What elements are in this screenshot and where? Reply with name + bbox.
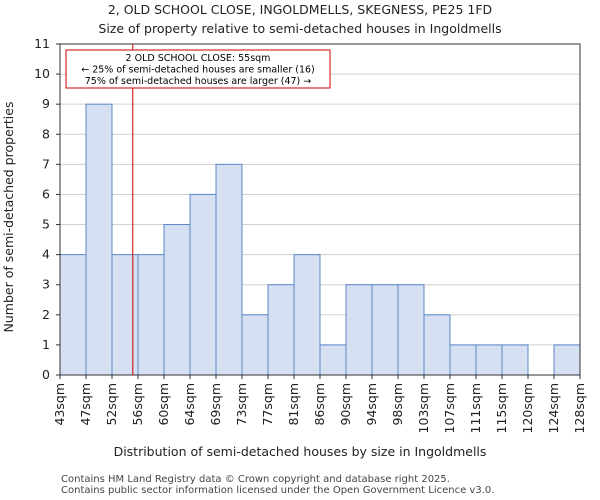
bar (85, 103, 113, 376)
bar (553, 344, 581, 376)
y-axis-label: Number of semi-detached properties (1, 102, 16, 333)
y-tick-label: 1 (42, 337, 50, 352)
y-tick-label: 6 (42, 186, 50, 201)
y-tick-label: 8 (42, 126, 50, 141)
x-tick-label: 98sqm (390, 383, 405, 426)
bar (423, 314, 451, 376)
x-axis-label: Distribution of semi-detached houses by … (114, 444, 487, 459)
x-axis-ticks: 43sqm 47sqm 52sqm 56sqm 60sqm 64sqm 69sqm 73sqm… (52, 375, 587, 433)
x-tick-label: 43sqm (52, 383, 67, 426)
x-tick-label: 60sqm (156, 383, 171, 426)
bar (345, 284, 373, 376)
bar (501, 344, 529, 376)
x-tick-label: 56sqm (130, 383, 145, 426)
bar (371, 284, 399, 376)
bar (59, 254, 87, 376)
x-tick-label: 73sqm (234, 383, 249, 426)
bar (111, 254, 139, 376)
x-tick-label: 77sqm (260, 383, 275, 426)
x-tick-label: 94sqm (364, 383, 379, 426)
x-tick-label: 64sqm (182, 383, 197, 426)
footer-attribution-line1: Contains HM Land Registry data © Crown c… (61, 474, 450, 485)
y-tick-label: 7 (42, 156, 50, 171)
x-tick-label: 69sqm (208, 383, 223, 426)
bar (137, 254, 165, 376)
property-annotation: 2 OLD SCHOOL CLOSE: 55sqm← 25% of semi-d… (65, 49, 331, 89)
y-tick-label: 0 (42, 367, 50, 382)
bar (189, 193, 217, 376)
bars (59, 103, 581, 376)
annotation-box (65, 49, 331, 89)
x-tick-label: 52sqm (104, 383, 119, 426)
x-tick-label: 128sqm (572, 383, 587, 433)
y-tick-label: 3 (42, 277, 50, 292)
x-tick-label: 103sqm (416, 383, 431, 433)
x-tick-label: 115sqm (494, 383, 509, 433)
y-tick-label: 4 (42, 247, 50, 262)
y-tick-label: 5 (42, 217, 50, 232)
y-tick-label: 2 (42, 307, 50, 322)
bar (449, 344, 477, 376)
x-tick-label: 120sqm (520, 383, 535, 433)
bar (319, 344, 347, 376)
bar (267, 284, 295, 376)
bar (215, 163, 243, 376)
bar (163, 224, 191, 376)
bar (241, 314, 269, 376)
x-tick-label: 86sqm (312, 383, 327, 426)
x-tick-label: 111sqm (468, 383, 483, 433)
y-tick-label: 9 (42, 96, 50, 111)
y-axis-ticks: 0 1 2 3 4 5 6 7 8 9 10 11 (34, 36, 60, 382)
x-tick-label: 107sqm (442, 383, 457, 433)
annotation-line: 2 OLD SCHOOL CLOSE: 55sqm (126, 53, 271, 64)
chart-title: 2, OLD SCHOOL CLOSE, INGOLDMELLS, SKEGNE… (108, 2, 492, 17)
footer-attribution-line2: Contains public sector information licen… (61, 485, 495, 496)
bar (475, 344, 503, 376)
y-tick-label: 10 (34, 66, 50, 81)
x-tick-label: 47sqm (78, 383, 93, 426)
annotation-line: 75% of semi-detached houses are larger (… (85, 76, 312, 87)
chart-subtitle: Size of property relative to semi-detach… (98, 21, 501, 36)
x-tick-label: 124sqm (546, 383, 561, 433)
x-tick-label: 90sqm (338, 383, 353, 426)
x-tick-label: 81sqm (286, 383, 301, 426)
y-tick-label: 11 (34, 36, 50, 51)
annotation-line: ← 25% of semi-detached houses are smalle… (81, 65, 315, 76)
bar (397, 284, 425, 376)
bar (293, 254, 321, 376)
